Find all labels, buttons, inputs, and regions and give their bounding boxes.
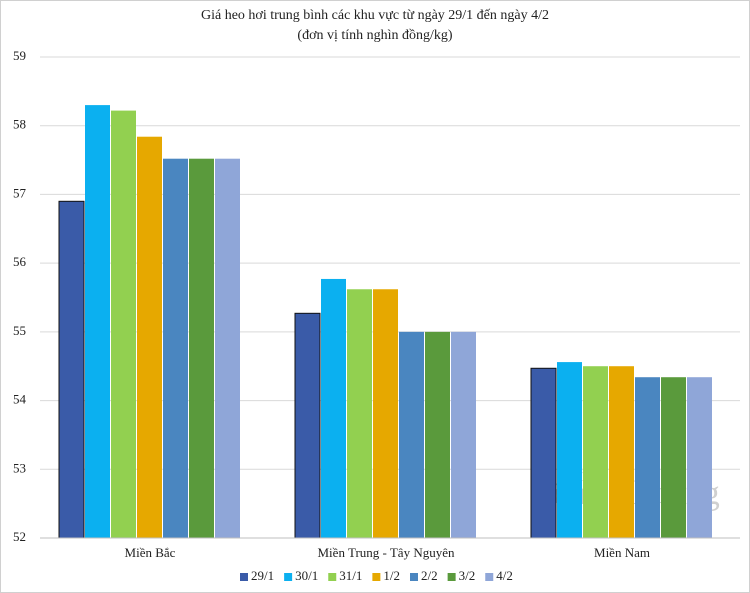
chart-subtitle: (đơn vị tính nghìn đồng/kg) [297,28,453,43]
bar [111,110,136,539]
y-tick-label: 55 [13,323,26,338]
y-tick-label: 59 [13,48,26,63]
bar [635,377,660,538]
bar [583,366,608,538]
bar [661,377,686,538]
legend-swatch [485,573,494,581]
bar [609,366,634,538]
y-tick-label: 53 [13,460,26,475]
x-tick-label: Miền Trung - Tây Nguyên [318,545,455,560]
legend-swatch [372,573,381,581]
y-tick-label: 56 [13,254,27,269]
legend-swatch [240,573,248,581]
bar [451,331,476,538]
bar [137,136,162,539]
bar [85,105,110,538]
y-tick-label: 57 [13,185,27,200]
bar [58,200,85,539]
legend-swatch [284,573,293,581]
legend-label: 30/1 [295,568,318,583]
x-tick-label: Miền Nam [594,545,650,560]
y-tick-label: 58 [13,117,26,132]
bar [347,289,372,538]
bar [399,331,424,538]
legend-label: 29/1 [251,568,274,583]
legend-swatch [410,573,418,581]
bar [321,278,346,538]
bar [189,158,214,538]
chart-title: Giá heo hơi trung bình các khu vực từ ng… [201,8,549,23]
bar [425,331,450,538]
bar [530,367,557,539]
legend-label: 31/1 [339,568,362,583]
legend-swatch [328,573,337,581]
bar [215,158,240,538]
bar [687,377,712,538]
legend-swatch [447,573,456,581]
legend-label: 2/2 [421,568,438,583]
legend-label: 1/2 [383,568,400,583]
y-tick-label: 54 [13,392,27,407]
bar [557,362,582,538]
legend-label: 3/2 [459,568,476,583]
legend-label: 4/2 [496,568,513,583]
x-tick-label: Miền Bắc [125,545,176,560]
bar [294,312,321,539]
bar [163,158,188,538]
y-tick-label: 52 [13,529,26,544]
bar [373,289,398,538]
